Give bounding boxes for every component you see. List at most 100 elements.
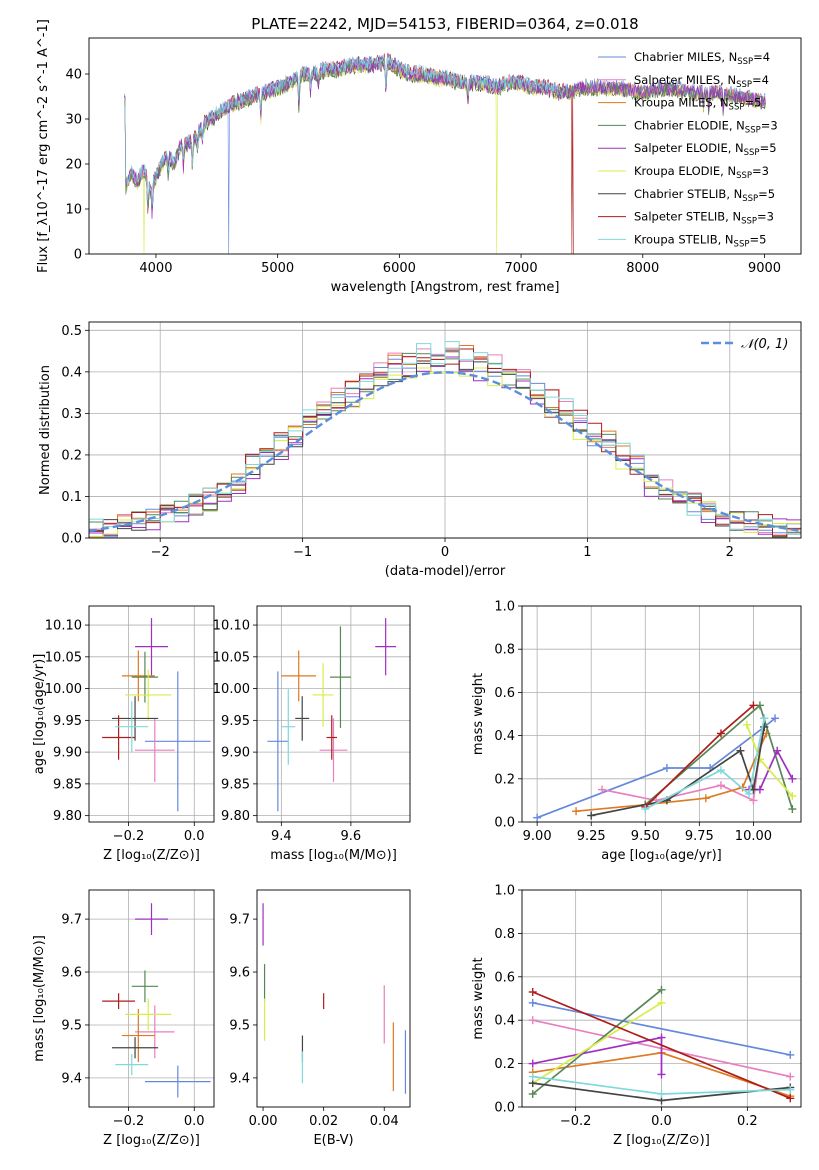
y-tick-label: 0.1: [61, 490, 82, 505]
x-tick-label: 0.0: [651, 1114, 672, 1129]
y-tick-label: 10.00: [45, 682, 82, 697]
weight-marker: [742, 720, 751, 729]
y-tick-label: 0.3: [61, 407, 82, 422]
y-tick-label: 9.90: [221, 746, 250, 761]
errorbar-kroupa_miles: [121, 650, 155, 702]
weight-line-kroupa_stelib: [644, 718, 766, 810]
x-axis-label: wavelength [Angstrom, rest frame]: [331, 280, 560, 295]
errorbar-salpeter_elodie: [375, 618, 397, 676]
weight-marker: [528, 1072, 537, 1081]
y-tick-label: 0.4: [61, 365, 82, 380]
y-axis-label: mass weight: [471, 673, 486, 755]
weight-line-kroupa_elodie: [532, 1002, 662, 1084]
y-tick-label: 9.85: [221, 777, 250, 792]
normal-curve: [89, 371, 801, 532]
y-axis-label: Flux [f_λ10^-17 erg cm^-2 s^-1 A^-1]: [36, 19, 51, 273]
weight-marker: [533, 813, 542, 822]
legend-entry: Kroupa MILES, NSSP=5: [634, 96, 761, 113]
weight-marker: [773, 746, 782, 755]
spectrum-legend: Chabrier MILES, NSSP=4 Salpeter MILES, NS…: [598, 50, 778, 249]
y-tick-label: 0.8: [494, 927, 515, 942]
x-tick-label: −0.2: [113, 1114, 145, 1129]
x-tick-label: 9.4: [271, 829, 292, 844]
weight-marker: [760, 714, 769, 723]
weight-marker: [528, 1016, 537, 1025]
spectrum-panel: 4000 5000 6000 7000 8000 9000 0 10 20 30 40 wavelen…: [36, 19, 802, 295]
weight-marker: [788, 774, 797, 783]
y-tick-label: 10.05: [213, 650, 250, 665]
errorbar-chabrier_stelib: [295, 696, 310, 741]
y-tick-label: 0.4: [494, 729, 515, 744]
x-tick-label: 10.00: [735, 829, 772, 844]
errorbar-kroupa_stelib: [115, 701, 149, 753]
weight-marker: [662, 764, 671, 772]
y-tick-label: 1.0: [494, 884, 515, 899]
y-tick-label: 10.10: [45, 619, 82, 634]
legend-entry: Salpeter STELIB, NSSP=3: [634, 210, 774, 227]
errorbar-chabrier_stelib: [112, 696, 159, 741]
y-tick-label: 0.2: [494, 1057, 515, 1072]
spectrum-line-salpeter_elodie: [124, 56, 766, 220]
weight-marker: [716, 766, 725, 775]
y-tick-label: 0.0: [61, 532, 82, 547]
x-axis-label: Z [log₁₀(Z/Z⊙)]: [103, 848, 200, 863]
weight-marker: [736, 746, 745, 755]
x-tick-label: 9.6: [341, 829, 362, 844]
x-tick-label: 7000: [505, 261, 538, 276]
errorbar-salpeter_miles: [135, 1005, 175, 1059]
weight-marker: [528, 987, 537, 996]
errorbar-salpeter_miles: [135, 718, 175, 782]
y-tick-label: 10: [65, 203, 82, 218]
x-tick-label: −0.2: [560, 1114, 592, 1129]
y-tick-label: 30: [65, 113, 82, 128]
y-tick-label: 0: [74, 248, 82, 263]
axes-frame: [88, 37, 802, 255]
weight-line-kroupa_miles: [576, 733, 768, 813]
weight-marker: [716, 729, 725, 738]
weight-vs-age-panel: 9.00 9.25 9.50 9.75 10.00 0.0 0.2 0.4 0.6 0.8 1.0 a…: [471, 600, 802, 863]
y-tick-label: 10.05: [45, 650, 82, 665]
y-tick-label: 0.6: [494, 686, 515, 701]
weight-marker: [788, 805, 797, 814]
errorbar-chabrier_miles: [267, 671, 289, 812]
errorbar-kroupa_stelib: [115, 1054, 149, 1076]
y-tick-label: 9.6: [229, 966, 250, 981]
weight-marker: [528, 998, 537, 1007]
y-tick-label: 0.5: [61, 324, 82, 339]
weight-marker: [598, 785, 607, 794]
y-tick-label: 0.8: [494, 643, 515, 658]
legend-entry: Kroupa ELODIE, NSSP=3: [634, 164, 769, 181]
age-vs-metallicity-panel: −0.2 0.0 9.80 9.85 9.90 9.95 10.00 10.05 10.10 Z …: [32, 605, 215, 863]
x-tick-label: 6000: [383, 261, 416, 276]
y-tick-label: 0.6: [494, 970, 515, 985]
axes-frame: [88, 889, 215, 1108]
weight-marker: [657, 1070, 666, 1079]
y-tick-label: 0.2: [61, 448, 82, 463]
weight-line-chabrier_stelib: [591, 726, 766, 817]
x-tick-label: −2: [151, 545, 170, 560]
x-tick-label: 2: [726, 545, 734, 560]
errorbar-kroupa_elodie: [125, 669, 172, 721]
legend-entry: Chabrier STELIB, NSSP=5: [634, 187, 775, 204]
y-tick-label: 9.7: [229, 913, 250, 928]
plot-area: [102, 903, 211, 1098]
y-axis-label: mass weight: [471, 957, 486, 1039]
errorbar-salpeter_stelib: [102, 715, 136, 760]
weight-line-chabrier_miles: [532, 1001, 791, 1056]
x-axis-label: Z [log₁₀(Z/Z⊙)]: [103, 1133, 200, 1148]
weight-marker: [749, 701, 758, 710]
errorbar-chabrier_elodie: [131, 651, 159, 703]
y-tick-label: 20: [65, 158, 82, 173]
y-tick-label: 1.0: [494, 600, 515, 615]
y-tick-label: 0.4: [494, 1014, 515, 1029]
weight-marker: [701, 794, 710, 803]
y-tick-label: 9.80: [53, 809, 82, 824]
y-tick-label: 9.95: [221, 714, 250, 729]
mass-vs-ebv-panel: 0.00 0.02 0.04 9.4 9.5 9.6 9.7 E(B-V): [229, 889, 411, 1148]
legend-entry: Chabrier ELODIE, NSSP=3: [634, 118, 778, 135]
legend-entry: Chabrier MILES, NSSP=4: [634, 50, 770, 67]
weight-vs-metallicity-panel: −0.2 0.0 0.2 0.0 0.2 0.4 0.6 0.8 1.0 Z [log₁₀(Z/Z…: [471, 884, 802, 1148]
errorbar-kroupa_miles: [121, 1009, 155, 1063]
weight-marker: [641, 805, 650, 814]
